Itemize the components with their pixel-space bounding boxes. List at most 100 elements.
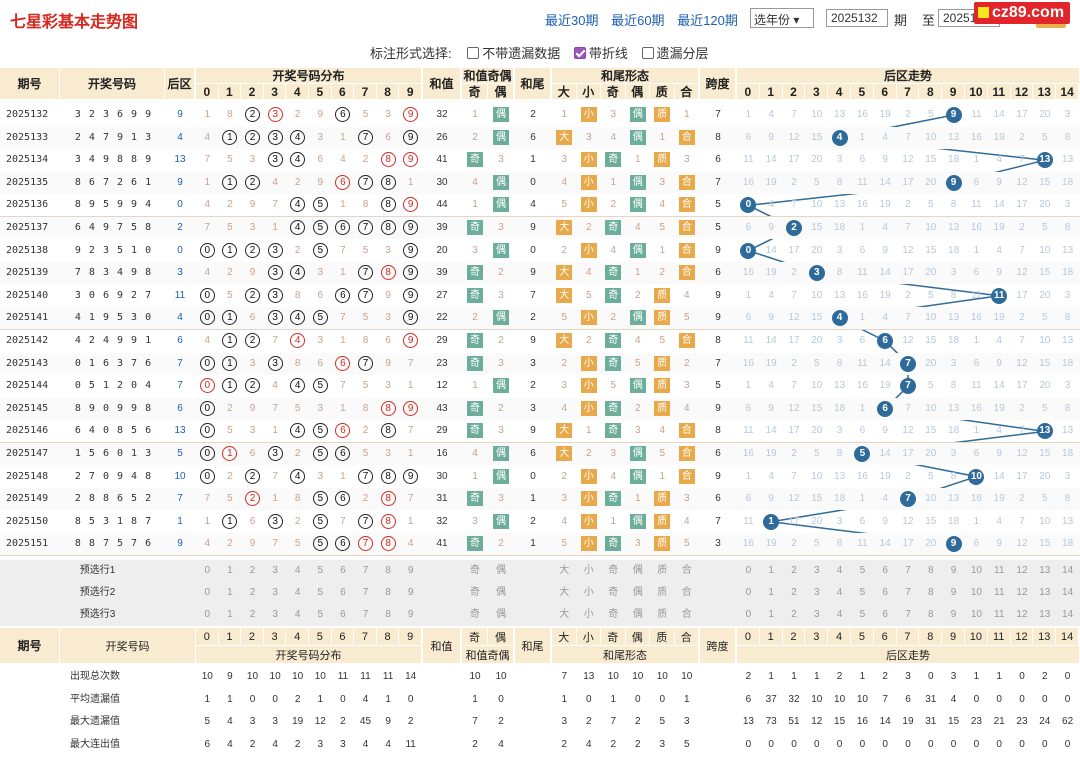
preselect-digit[interactable]: 8 [385,587,391,598]
preselect-even[interactable]: 偶 [496,609,506,620]
preselect-back[interactable]: 0 [745,565,752,576]
preselect-digit[interactable]: 0 [204,565,211,576]
preselect-back[interactable]: 7 [905,587,911,598]
preselect-back[interactable]: 0 [745,609,752,620]
checkbox-checked-icon[interactable] [573,47,586,59]
year-select[interactable]: 选年份 ▾ [750,8,814,28]
preselect-back[interactable]: 2 [791,587,797,598]
preselect-back[interactable]: 11 [994,587,1005,598]
preselect-digit[interactable]: 4 [294,565,301,576]
preselect-digit[interactable]: 8 [385,565,391,576]
preselect-back[interactable]: 5 [859,609,866,620]
preselect-back[interactable]: 1 [768,565,774,576]
preselect-odd[interactable]: 奇 [470,609,480,620]
preselect-back[interactable]: 12 [1016,565,1028,576]
preselect-back[interactable]: 13 [1039,609,1051,620]
preselect-form[interactable]: 合 [681,565,692,576]
preselect-back[interactable]: 13 [1039,587,1051,598]
preselect-digit[interactable]: 6 [340,587,346,598]
preselect-back[interactable]: 1 [768,587,774,598]
option-missing-layer[interactable]: 遗漏分层 [641,46,709,61]
preselect-back[interactable]: 8 [928,609,934,620]
preselect-back[interactable]: 12 [1016,609,1028,620]
preselect-digit[interactable]: 2 [249,565,256,576]
preselect-digit[interactable]: 6 [340,565,346,576]
preselect-back[interactable]: 11 [994,565,1005,576]
preselect-digit[interactable]: 9 [407,609,414,620]
preselect-back[interactable]: 9 [950,609,957,620]
preselect-form[interactable]: 大 [559,565,570,576]
preselect-back[interactable]: 8 [928,565,934,576]
preselect-back[interactable]: 6 [882,565,888,576]
preselect-digit[interactable]: 4 [294,609,301,620]
preselect-form[interactable]: 偶 [632,565,643,576]
link-last-30[interactable]: 最近30期 [545,13,599,28]
preselect-form[interactable]: 奇 [608,609,619,620]
preselect-back[interactable]: 6 [882,587,888,598]
preselect-back[interactable]: 5 [859,565,866,576]
preselect-odd[interactable]: 奇 [470,565,480,576]
preselect-digit[interactable]: 5 [317,609,324,620]
preselect-back[interactable]: 2 [791,609,797,620]
preselect-back[interactable]: 8 [928,587,934,598]
preselect-form[interactable]: 质 [657,565,668,576]
preselect-digit[interactable]: 3 [272,565,278,576]
preselect-digit[interactable]: 7 [362,565,369,576]
preselect-digit[interactable]: 1 [227,565,233,576]
preselect-digit[interactable]: 3 [272,587,278,598]
preselect-back[interactable]: 9 [950,565,957,576]
preselect-digit[interactable]: 7 [362,609,369,620]
preselect-back[interactable]: 6 [882,609,888,620]
preselect-digit[interactable]: 0 [204,609,211,620]
preselect-digit[interactable]: 9 [407,565,414,576]
option-no-missing[interactable]: 不带遗漏数据 [467,46,560,61]
preselect-form[interactable]: 小 [583,609,594,620]
preselect-form[interactable]: 偶 [632,609,643,620]
preselect-form[interactable]: 小 [583,565,594,576]
preselect-back[interactable]: 14 [1062,587,1074,598]
preselect-back[interactable]: 5 [859,587,866,598]
preselect-odd[interactable]: 奇 [470,587,480,598]
preselect-back[interactable]: 2 [791,565,797,576]
preselect-digit[interactable]: 6 [340,609,346,620]
preselect-form[interactable]: 偶 [632,587,643,598]
preselect-digit[interactable]: 2 [249,587,256,598]
preselect-form[interactable]: 合 [681,587,692,598]
preselect-back[interactable]: 9 [950,587,957,598]
preselect-back[interactable]: 0 [745,587,752,598]
preselect-digit[interactable]: 0 [204,587,211,598]
preselect-digit[interactable]: 7 [362,587,369,598]
preselect-digit[interactable]: 8 [385,609,391,620]
option-polyline[interactable]: 带折线 [573,46,628,61]
preselect-back[interactable]: 7 [905,609,911,620]
preselect-form[interactable]: 合 [681,609,692,620]
preselect-back[interactable]: 14 [1062,609,1074,620]
preselect-digit[interactable]: 2 [249,609,256,620]
preselect-digit[interactable]: 1 [227,609,233,620]
preselect-back[interactable]: 3 [814,587,820,598]
preselect-digit[interactable]: 5 [317,587,324,598]
preselect-back[interactable]: 10 [970,587,982,598]
preselect-back[interactable]: 3 [814,565,820,576]
link-last-120[interactable]: 最近120期 [677,13,738,28]
preselect-back[interactable]: 7 [905,565,911,576]
preselect-back[interactable]: 4 [836,565,843,576]
preselect-form[interactable]: 大 [559,609,570,620]
preselect-form[interactable]: 奇 [608,565,619,576]
preselect-form[interactable]: 质 [657,587,668,598]
preselect-back[interactable]: 4 [836,587,843,598]
preselect-digit[interactable]: 1 [227,587,233,598]
from-period-input[interactable]: 2025132 [826,9,888,27]
preselect-digit[interactable]: 4 [294,587,301,598]
preselect-back[interactable]: 14 [1062,565,1074,576]
preselect-digit[interactable]: 3 [272,609,278,620]
preselect-form[interactable]: 小 [583,587,594,598]
preselect-back[interactable]: 11 [994,609,1005,620]
checkbox-icon[interactable] [467,47,480,59]
preselect-digit[interactable]: 5 [317,565,324,576]
preselect-back[interactable]: 13 [1039,565,1051,576]
preselect-digit[interactable]: 9 [407,587,414,598]
preselect-back[interactable]: 10 [970,609,982,620]
link-last-60[interactable]: 最近60期 [611,13,665,28]
preselect-back[interactable]: 10 [970,565,982,576]
